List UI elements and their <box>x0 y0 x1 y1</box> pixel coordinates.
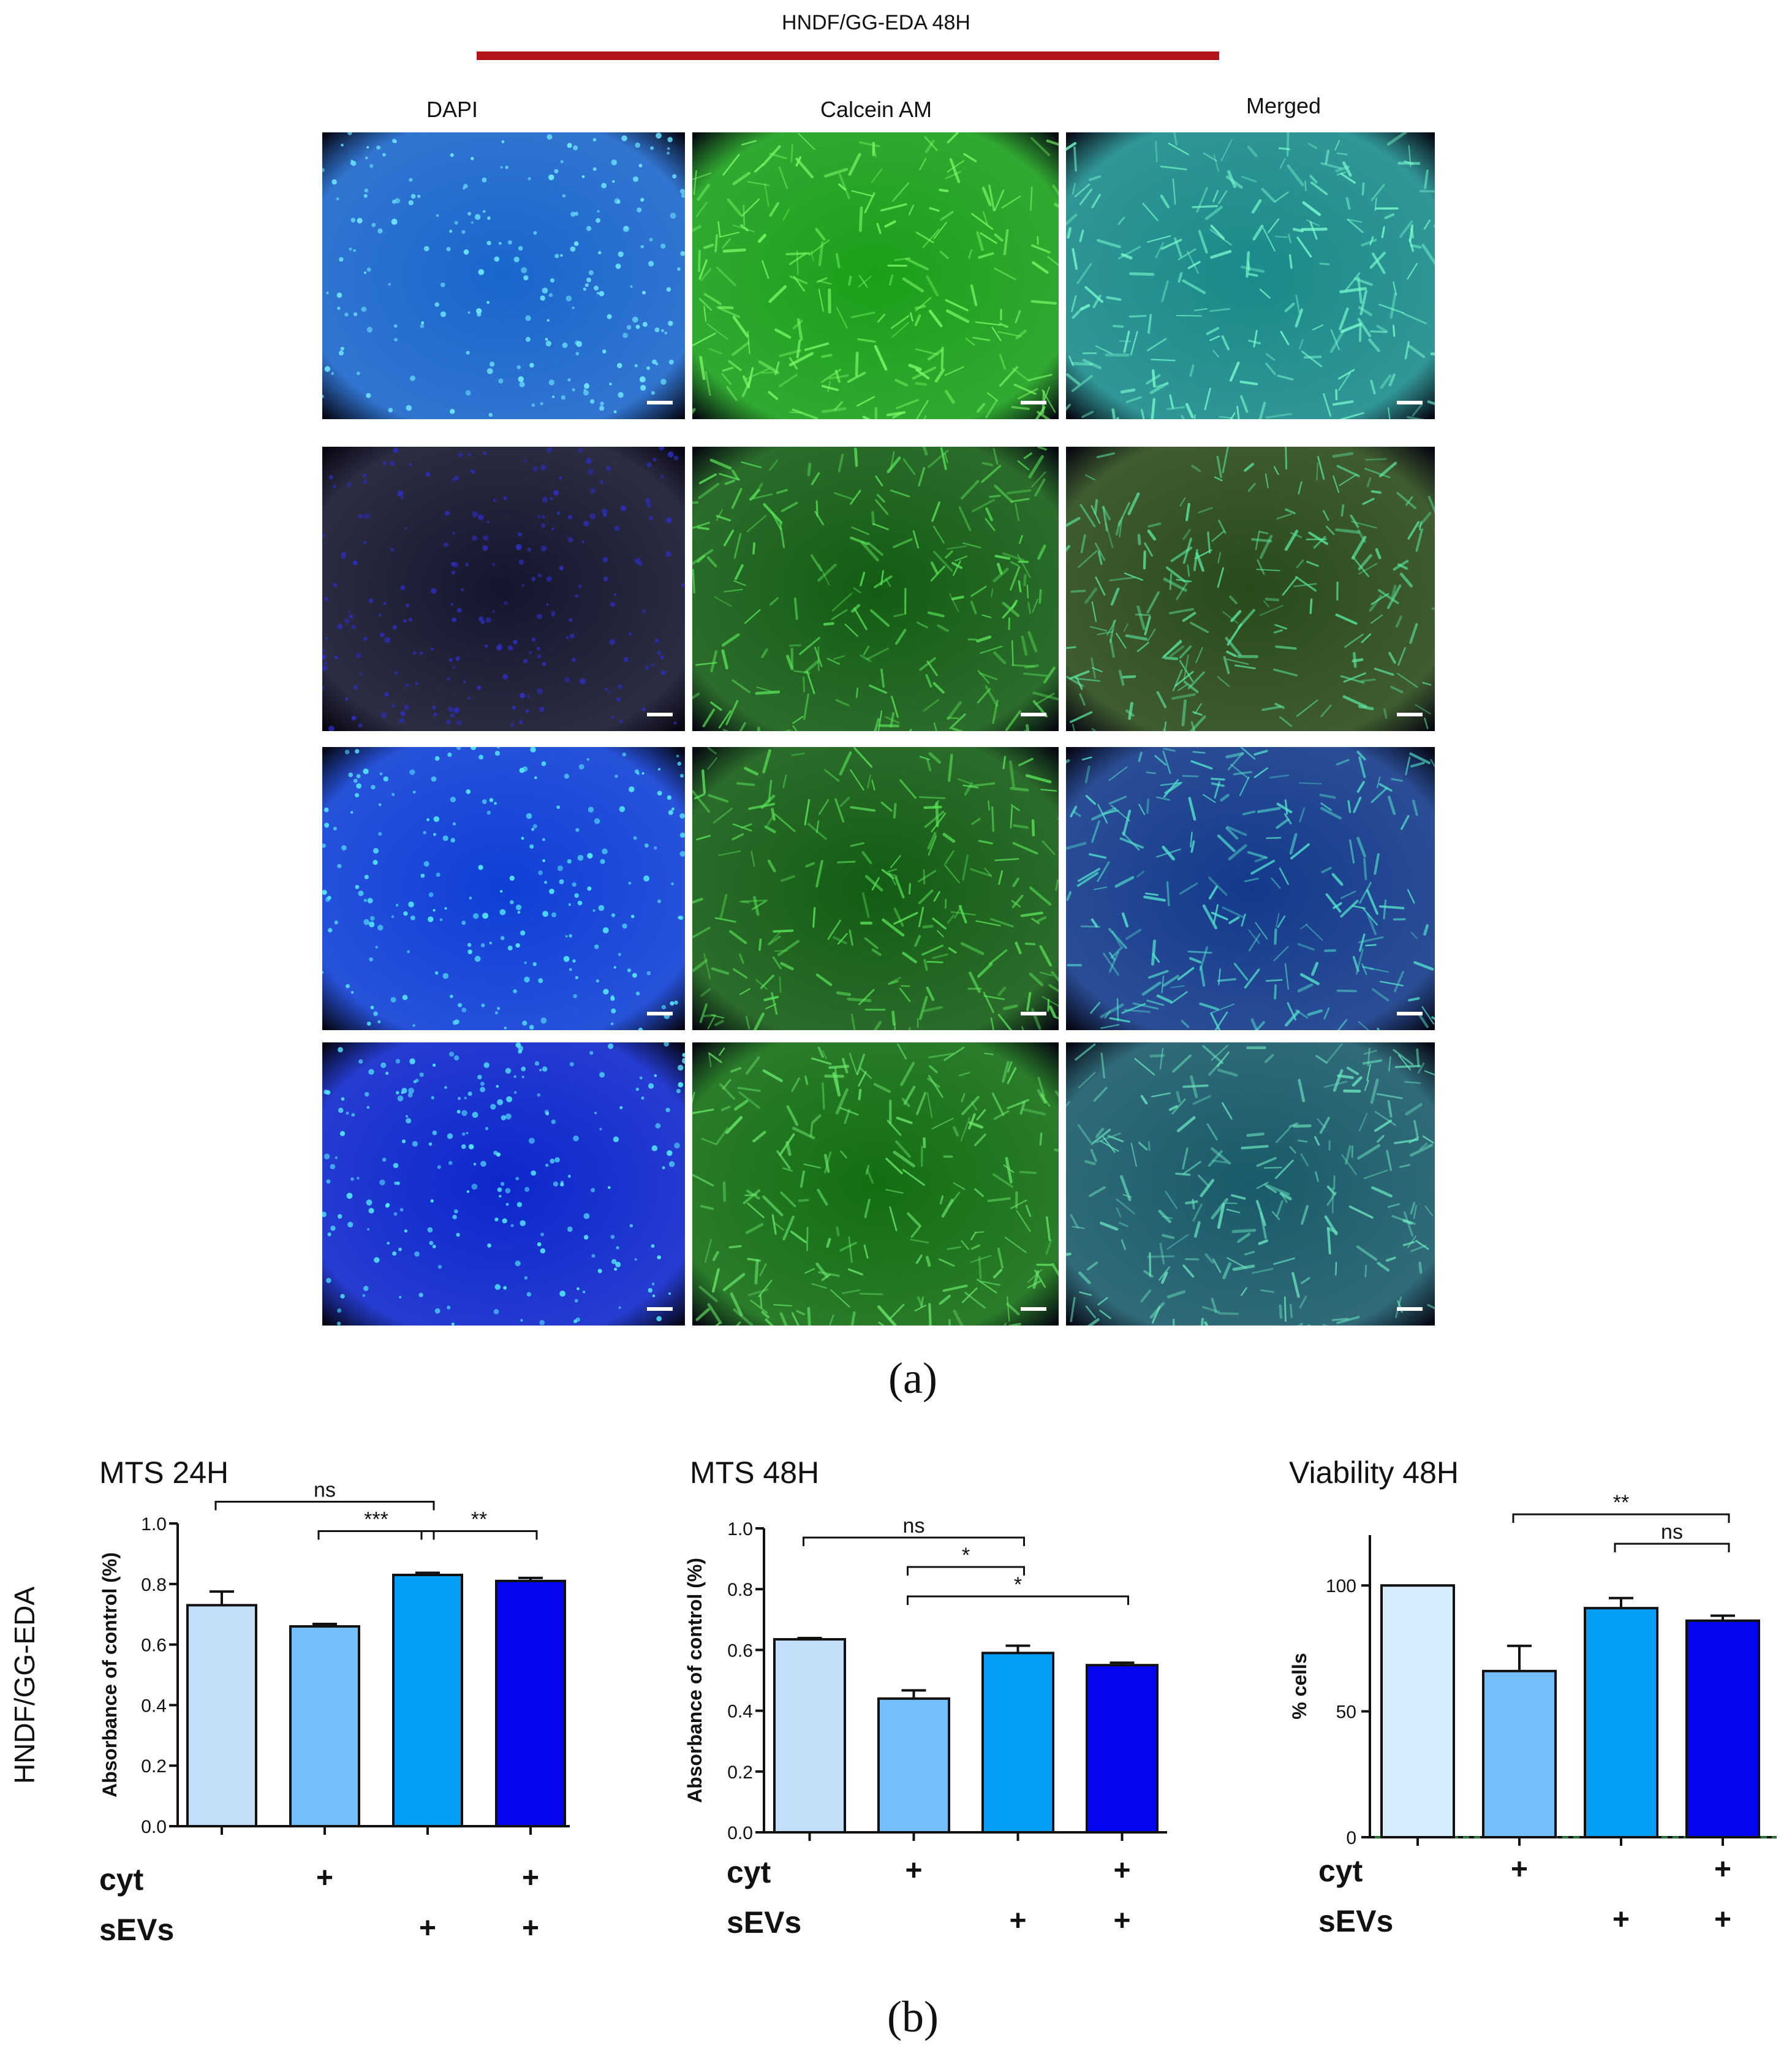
factor-mark: + <box>1113 1854 1130 1887</box>
bar-1 <box>186 1604 257 1827</box>
y-axis-label: Absorbance of control (%) <box>684 1558 706 1803</box>
factor-mark: + <box>1714 1903 1731 1936</box>
micrograph-dapi-row-2 <box>320 444 687 734</box>
factor-label-sevs: sEVs <box>99 1913 174 1947</box>
chart-title-mts48: MTS 48H <box>690 1455 820 1490</box>
significance-label: ** <box>471 1508 487 1531</box>
y-tick-label: 1.0 <box>727 1519 753 1539</box>
factor-label-cyt: cyt <box>1318 1854 1363 1888</box>
significance-label: ns <box>903 1514 925 1538</box>
factor-label-sevs: sEVs <box>727 1905 801 1940</box>
micrograph-calcein-row-4 <box>690 1040 1061 1328</box>
y-axis-label: % cells <box>1288 1653 1310 1720</box>
factor-mark: + <box>522 1912 539 1944</box>
micrograph-dapi-row-4 <box>320 1040 687 1328</box>
chart-title-mts24: MTS 24H <box>99 1455 229 1490</box>
micrograph-calcein-row-1 <box>690 130 1061 422</box>
significance-bracket <box>1614 1542 1730 1553</box>
y-tick-label: 0.4 <box>141 1696 167 1716</box>
chart-1-group: 0.0 0.2 0.4 0.6 0.8 1.0 Absorbance of control … <box>684 1514 1167 1940</box>
chart-0-group: 0.0 0.2 0.4 0.6 0.8 1.0 Absorbance of control … <box>99 1479 570 1947</box>
bar-3 <box>1584 1607 1658 1838</box>
significance-label: ** <box>1613 1491 1629 1514</box>
significance-label: * <box>962 1544 970 1567</box>
bar-4 <box>495 1579 566 1828</box>
figure-title: HNDF/GG-EDA 48H <box>782 11 970 34</box>
bar-1 <box>773 1638 846 1834</box>
micrograph-dapi-row-3 <box>320 745 687 1033</box>
micrograph-merged-row-2 <box>1064 444 1437 734</box>
bar-4 <box>1685 1619 1760 1839</box>
column-label-calcein: Calcein AM <box>820 97 932 122</box>
y-tick-label: 1.0 <box>141 1514 167 1534</box>
micrograph-merged-row-3 <box>1064 745 1437 1033</box>
significance-bracket <box>1512 1513 1730 1523</box>
panel-label-b: (b) <box>887 1992 939 2041</box>
significance-label: ns <box>314 1479 336 1502</box>
factor-mark: + <box>905 1854 922 1887</box>
factor-mark: + <box>316 1862 333 1894</box>
y-tick-label: 0.0 <box>727 1823 753 1843</box>
significance-label: *** <box>364 1508 388 1531</box>
micrograph-calcein-row-3 <box>690 745 1061 1033</box>
bar-1 <box>1380 1584 1455 1839</box>
significance-label: ns <box>1661 1520 1683 1544</box>
significance-bracket <box>420 1530 538 1540</box>
factor-mark: + <box>1612 1903 1630 1936</box>
bar-2 <box>877 1697 950 1834</box>
bar-2 <box>1482 1669 1557 1839</box>
y-tick-label: 0.2 <box>141 1756 167 1777</box>
y-tick-label: 0 <box>1346 1828 1356 1848</box>
significance-bracket <box>803 1536 1025 1547</box>
y-tick-label: 0.0 <box>141 1817 167 1837</box>
factor-mark: + <box>1714 1853 1731 1886</box>
factor-label-sevs: sEVs <box>1318 1904 1393 1938</box>
bar-2 <box>289 1625 360 1827</box>
chart-2-group: 0 50 100 % cells ** ns cyt + + sEVs + + <box>1288 1491 1777 1938</box>
micrograph-calcein-row-2 <box>690 444 1061 734</box>
y-tick-label: 0.6 <box>141 1636 167 1656</box>
bar-4 <box>1086 1664 1159 1834</box>
bar-3 <box>981 1652 1054 1834</box>
bar-3 <box>392 1573 463 1827</box>
y-tick-label: 0.2 <box>727 1762 753 1783</box>
panel-label-a: (a) <box>888 1354 937 1403</box>
factor-mark: + <box>419 1912 436 1944</box>
factor-label-cyt: cyt <box>99 1862 144 1897</box>
y-tick-label: 0.8 <box>141 1575 167 1595</box>
factor-mark: + <box>522 1862 539 1894</box>
significance-bracket <box>907 1566 1025 1576</box>
column-label-merged: Merged <box>1246 93 1321 118</box>
y-axis-label: Absorbance of control (%) <box>99 1552 121 1797</box>
y-tick-label: 0.6 <box>727 1641 753 1661</box>
micrograph-dapi-row-1 <box>320 130 687 422</box>
y-tick-label: 0.4 <box>727 1702 753 1722</box>
significance-bracket <box>214 1501 435 1511</box>
micrograph-merged-row-4 <box>1064 1040 1437 1328</box>
significance-bracket <box>317 1530 435 1540</box>
y-tick-label: 50 <box>1336 1702 1356 1723</box>
factor-mark: + <box>1113 1905 1130 1937</box>
factor-mark: + <box>1511 1853 1528 1886</box>
y-tick-label: 0.8 <box>727 1580 753 1600</box>
title-underline-bar <box>477 51 1219 60</box>
micrograph-merged-row-1 <box>1064 130 1437 422</box>
y-tick-label: 100 <box>1326 1576 1356 1596</box>
factor-mark: + <box>1009 1905 1026 1937</box>
significance-bracket <box>907 1595 1129 1606</box>
significance-label: * <box>1014 1573 1022 1596</box>
column-label-dapi: DAPI <box>426 97 478 122</box>
factor-label-cyt: cyt <box>727 1855 771 1889</box>
chart-title-viability48: Viability 48H <box>1289 1455 1459 1490</box>
